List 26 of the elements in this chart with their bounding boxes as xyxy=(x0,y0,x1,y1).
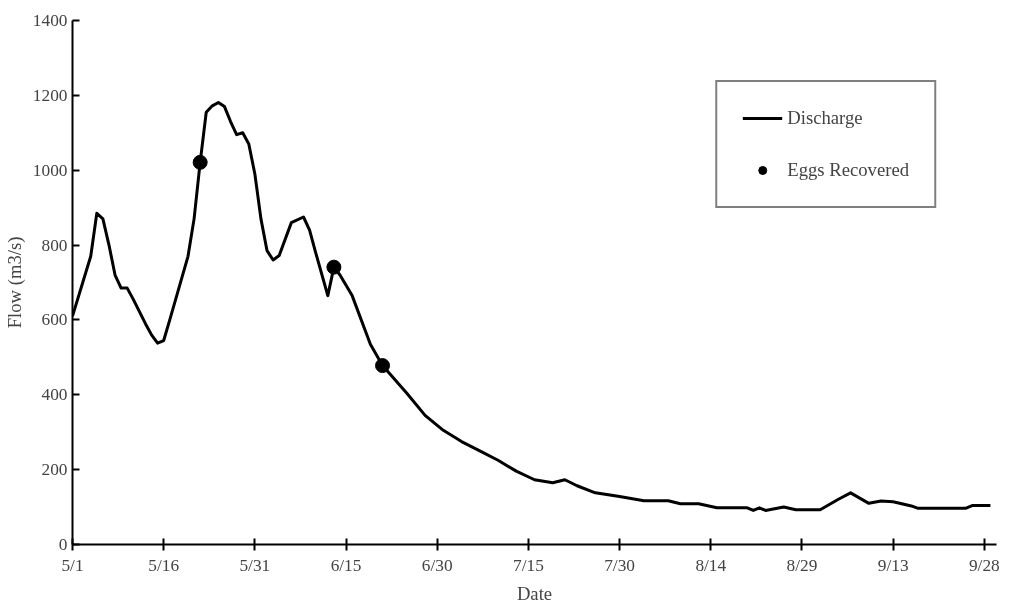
x-tick-label: 7/15 xyxy=(513,555,544,575)
y-tick-label: 1400 xyxy=(32,11,68,30)
x-tick-label: 9/13 xyxy=(877,555,909,575)
point xyxy=(326,259,342,275)
y-axis-title: Flow (m3/s) xyxy=(3,236,26,329)
x-tick-label: 7/30 xyxy=(604,555,636,575)
y-tick-label: 1200 xyxy=(32,85,68,105)
legend-label: Discharge xyxy=(787,107,863,129)
x-tick-label: 9/28 xyxy=(968,555,1000,575)
x-tick-label: 6/30 xyxy=(421,555,453,575)
y-tick-label: 1000 xyxy=(32,160,68,180)
x-tick-label: 5/1 xyxy=(61,555,84,575)
y-tick-label: 800 xyxy=(41,235,68,255)
x-tick-label: 5/16 xyxy=(148,555,180,575)
x-tick-label: 5/31 xyxy=(239,555,271,575)
x-axis-title: Date xyxy=(516,582,553,604)
point xyxy=(375,358,391,374)
y-tick-label: 400 xyxy=(41,385,68,405)
y-tick-label: 0 xyxy=(58,535,68,554)
x-tick-label: 6/15 xyxy=(330,555,362,575)
point xyxy=(192,154,208,170)
x-tick-label: 8/14 xyxy=(695,555,727,575)
legend-label: Eggs Recovered xyxy=(787,159,909,181)
y-tick-label: 600 xyxy=(41,310,68,330)
y-tick-label: 200 xyxy=(41,460,68,480)
x-tick-label: 8/29 xyxy=(786,555,818,575)
